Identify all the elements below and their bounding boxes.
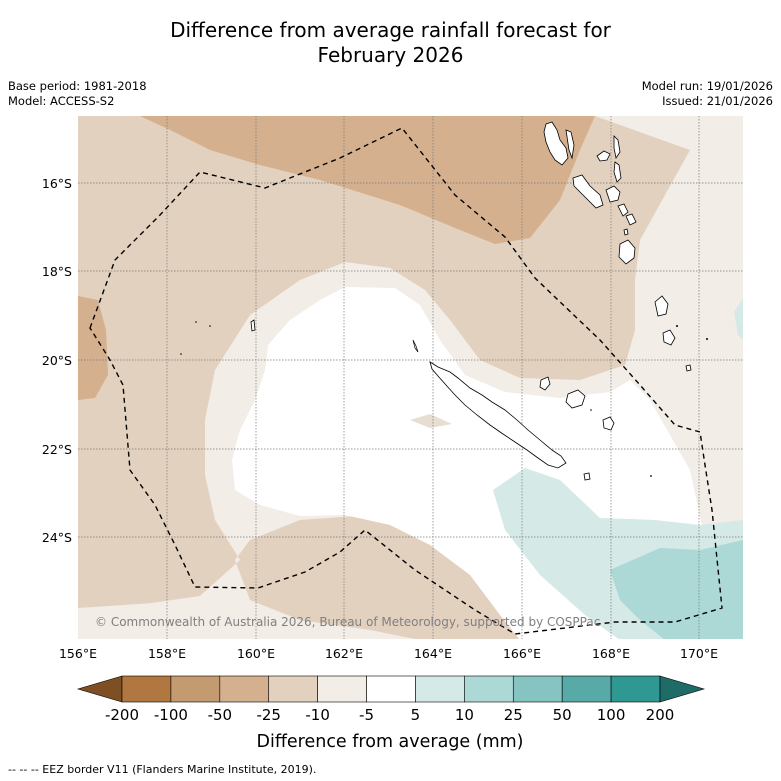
lat-label-24s: 24°S [42,530,72,545]
colorbar-tick-label: 5 [411,706,421,724]
colorbar-tick-label: 200 [646,706,675,724]
lon-label-170e: 170°E [680,646,718,661]
lon-label-158e: 158°E [148,646,186,661]
colorbar: -200 -100 -50 -25 -10 -5 5 10 25 50 100 200 [76,675,706,724]
meta-left: Base period: 1981-2018 Model: ACCESS-S2 [8,79,147,109]
gridlines [78,116,743,639]
title-line-1: Difference from average rainfall forecas… [170,18,611,42]
longitude-axis: 156°E 158°E 160°E 162°E 164°E 166°E 168°… [59,646,718,661]
ambae-island [596,150,611,162]
chesterfield-islet [250,319,256,332]
reef-dot-1 [195,321,197,323]
colorbar-tick-label: -10 [305,706,330,724]
emae-island [623,228,629,236]
erromango-island [654,295,669,317]
lat-label-22s: 22°S [42,442,72,457]
latitude-axis: 16°S 18°S 20°S 22°S 24°S [42,176,72,545]
epi-island [617,203,629,217]
malakula-island [572,174,604,209]
colorbar-swatch [464,675,514,703]
eez-footnote: -- -- -- EEZ border V11 (Flanders Marine… [8,763,317,776]
tongoa-island [625,213,637,226]
ouvea-island [539,376,551,391]
title-line-2: February 2026 [317,43,464,67]
issued-date: Issued: 21/01/2026 [662,94,773,108]
lat-label-20s: 20°S [42,353,72,368]
anomaly-region-plus25 [610,540,743,639]
colorbar-tick-label: -100 [154,706,188,724]
colorbar-swatch [415,675,465,703]
mare-island [602,416,615,431]
colorbar-swatch [366,675,416,703]
colorbar-tick-label: -5 [359,706,374,724]
belep-islands [412,339,419,353]
lon-label-166e: 166°E [503,646,541,661]
colorbar-tick-label: 10 [455,706,474,724]
ambrym-island [605,185,621,203]
lifou-island [565,389,586,409]
pentecost-island [613,161,622,183]
lat-label-18s: 18°S [42,264,72,279]
hunter-islet [650,475,652,477]
colorbar-tick-label: 25 [504,706,523,724]
colorbar-extend-high [659,675,706,703]
base-period: Base period: 1981-2018 [8,79,147,93]
maewo-island [613,135,621,160]
colorbar-extend-low [76,675,123,703]
colorbar-swatch [610,675,661,703]
copyright-text: © Commonwealth of Australia 2026, Bureau… [95,615,600,629]
reef-dot-3 [180,353,182,355]
colorbar-swatch [561,675,612,703]
lon-label-162e: 162°E [325,646,363,661]
colorbar-tick-label: -200 [105,706,139,724]
model-name: Model: ACCESS-S2 [8,94,115,108]
lon-label-156e: 156°E [59,646,97,661]
tanna-island [662,329,676,346]
colorbar-swatch [121,675,172,703]
colorbar-swatch [170,675,221,703]
colorbar-title: Difference from average (mm) [256,732,523,752]
anomaly-region-minus10-south [78,600,414,639]
lon-label-160e: 160°E [237,646,275,661]
colorbar-swatch [219,675,270,703]
colorbar-tick-label: -50 [208,706,233,724]
colorbar-swatch [268,675,318,703]
aneityum-island [685,364,692,372]
futuna-islet [706,338,708,340]
chart-title: Difference from average rainfall forecas… [0,18,781,68]
lon-label-164e: 164°E [414,646,452,661]
colorbar-tick-label: -25 [256,706,281,724]
anomaly-region-minus10-east [625,116,743,639]
eez-border-line [89,127,723,635]
walpole-island [583,472,591,481]
espiritu-santo-island [543,121,569,166]
colorbar-tick-label: 100 [597,706,626,724]
new-caledonia-island [429,361,567,469]
model-run: Model run: 19/01/2026 [641,79,773,93]
malo-island [565,129,575,160]
colorbar-swatch [317,675,367,703]
aniwa-islet [676,325,678,327]
reef-dot-2 [209,325,211,327]
efate-island [618,239,636,265]
anomaly-region-minus50-west [78,296,108,400]
colorbar-tick-label: 50 [553,706,572,724]
lon-label-168e: 168°E [592,646,630,661]
anomaly-region-plus10-east [734,298,743,340]
meta-right: Model run: 19/01/2026 Issued: 21/01/2026 [642,79,773,109]
reef-dot-4 [590,409,592,411]
map-panel: © Commonwealth of Australia 2026, Bureau… [78,116,743,639]
colorbar-swatch [512,675,563,703]
anomaly-region-minus50-north [140,116,595,244]
anomaly-patch-small [410,414,452,428]
lat-label-16s: 16°S [42,176,72,191]
